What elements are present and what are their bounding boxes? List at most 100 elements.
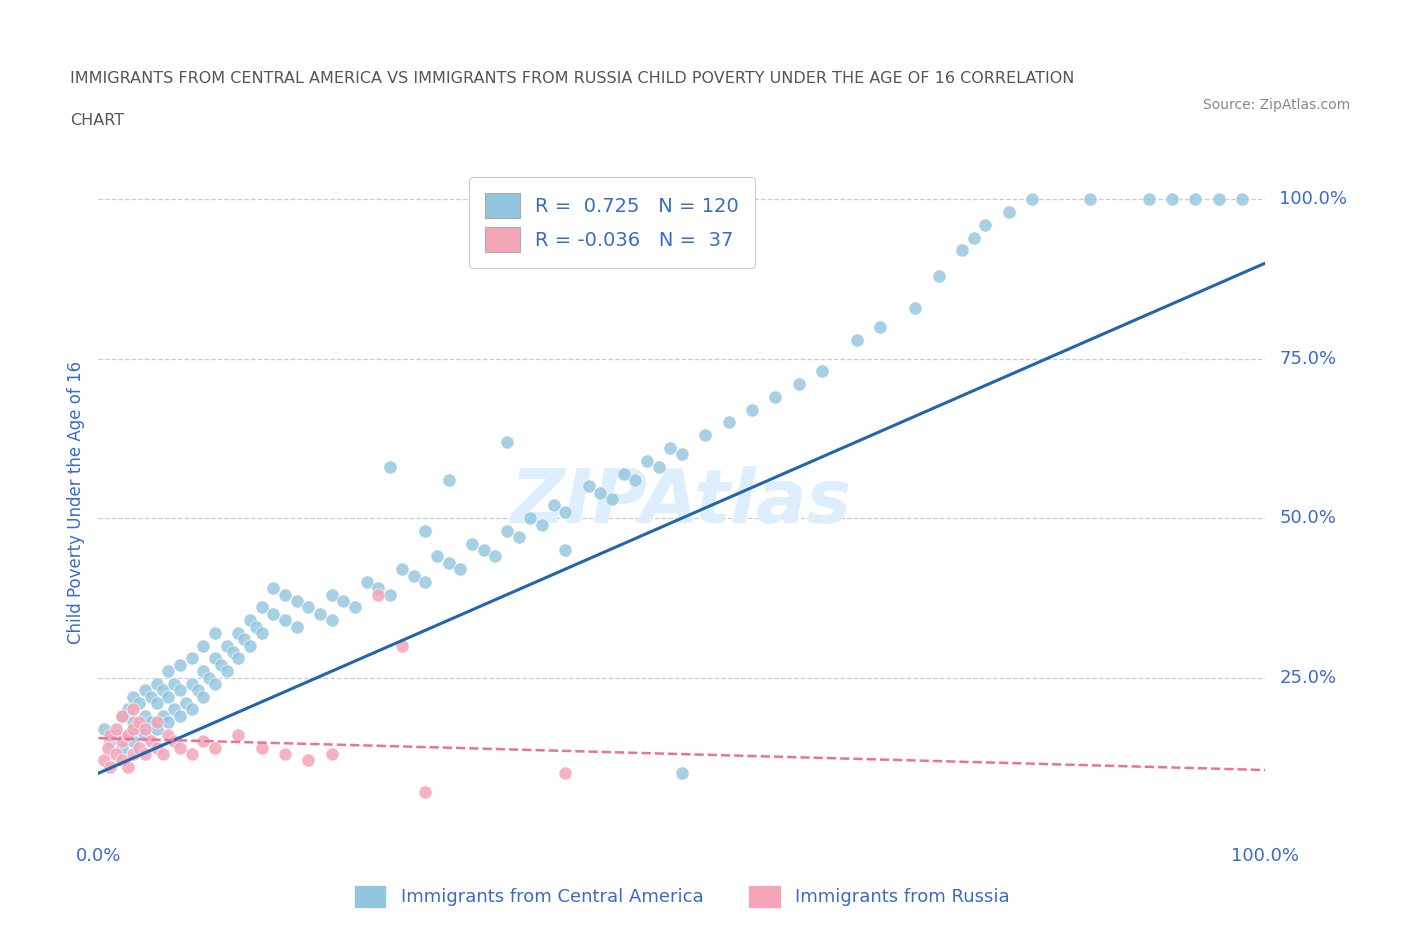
Point: [128, 696, 150, 711]
Point: [169, 683, 191, 698]
Point: [134, 747, 156, 762]
Point: [228, 651, 250, 666]
Point: [426, 549, 449, 564]
Point: [845, 332, 868, 347]
Point: [332, 593, 354, 608]
Point: [128, 721, 150, 736]
Point: [391, 562, 413, 577]
Point: [104, 727, 127, 742]
Point: [741, 403, 763, 418]
Point: [695, 428, 717, 443]
Text: 75.0%: 75.0%: [1279, 350, 1337, 367]
Text: ZIPAtlas: ZIPAtlas: [512, 466, 852, 538]
Text: 25.0%: 25.0%: [1279, 669, 1337, 686]
Point: [146, 715, 169, 730]
Point: [262, 606, 284, 621]
Point: [117, 727, 139, 742]
Point: [215, 664, 238, 679]
Point: [180, 747, 202, 762]
Point: [413, 575, 436, 590]
Point: [378, 587, 402, 602]
Point: [495, 434, 517, 449]
Point: [122, 702, 145, 717]
Point: [1230, 192, 1253, 206]
Point: [117, 760, 139, 775]
Point: [274, 747, 297, 762]
Point: [437, 472, 460, 487]
Point: [174, 696, 197, 711]
Point: [198, 671, 221, 685]
Point: [169, 740, 191, 755]
Point: [1161, 192, 1184, 206]
Point: [974, 218, 997, 232]
Point: [152, 709, 174, 724]
Point: [274, 587, 297, 602]
Point: [239, 613, 262, 628]
Point: [1021, 192, 1043, 206]
Point: [997, 205, 1019, 219]
Point: [221, 644, 243, 659]
Point: [146, 676, 169, 691]
Point: [624, 472, 647, 487]
Point: [163, 676, 186, 691]
Text: IMMIGRANTS FROM CENTRAL AMERICA VS IMMIGRANTS FROM RUSSIA CHILD POVERTY UNDER TH: IMMIGRANTS FROM CENTRAL AMERICA VS IMMIG…: [70, 71, 1074, 86]
Point: [93, 721, 115, 736]
Point: [204, 676, 226, 691]
Point: [128, 715, 150, 730]
Point: [600, 492, 623, 507]
Point: [122, 747, 145, 762]
Point: [97, 740, 120, 755]
Point: [297, 753, 319, 768]
Point: [134, 727, 156, 742]
Point: [636, 453, 658, 468]
Point: [356, 575, 378, 590]
Point: [111, 740, 134, 755]
Point: [169, 709, 191, 724]
Point: [578, 479, 600, 494]
Point: [122, 715, 145, 730]
Point: [250, 740, 273, 755]
Point: [157, 664, 180, 679]
Point: [245, 619, 267, 634]
Point: [659, 441, 682, 456]
Point: [139, 734, 162, 749]
Point: [204, 651, 226, 666]
Point: [554, 542, 576, 557]
Point: [233, 631, 256, 646]
Point: [484, 549, 506, 564]
Point: [122, 734, 145, 749]
Point: [163, 734, 186, 749]
Point: [495, 524, 517, 538]
Point: [193, 689, 215, 704]
Text: 100.0%: 100.0%: [1279, 191, 1347, 208]
Point: [671, 447, 693, 462]
Point: [157, 727, 180, 742]
Point: [787, 377, 810, 392]
Point: [508, 530, 530, 545]
Point: [1184, 192, 1206, 206]
Point: [378, 459, 402, 474]
Point: [128, 740, 150, 755]
Point: [321, 747, 343, 762]
Point: [589, 485, 612, 500]
Text: 50.0%: 50.0%: [1279, 509, 1336, 527]
Point: [157, 715, 180, 730]
Point: [671, 765, 693, 780]
Point: [157, 689, 180, 704]
Point: [402, 568, 425, 583]
Point: [904, 300, 927, 315]
Point: [193, 638, 215, 653]
Point: [180, 702, 202, 717]
Point: [647, 459, 669, 474]
Point: [262, 581, 284, 596]
Point: [146, 740, 169, 755]
Point: [928, 269, 950, 284]
Point: [285, 593, 308, 608]
Point: [134, 683, 156, 698]
Point: [950, 243, 973, 258]
Point: [472, 542, 495, 557]
Point: [193, 664, 215, 679]
Point: [962, 230, 984, 245]
Point: [228, 727, 250, 742]
Point: [163, 702, 186, 717]
